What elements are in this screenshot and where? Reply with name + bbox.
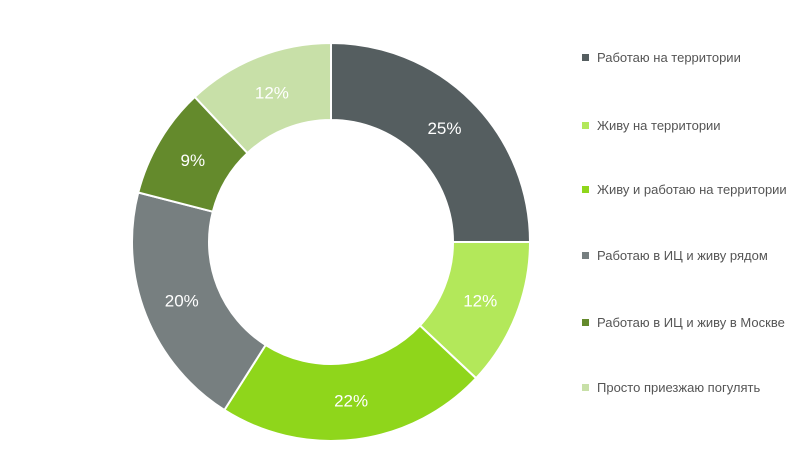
donut-slice-1 [330, 41, 532, 243]
donut-slice-3 [222, 324, 478, 442]
legend-label-6: Просто приезжаю погулять [597, 380, 761, 395]
legend: Работаю на территории Живу на территории Ж… [582, 0, 792, 466]
slice-value-label-6: 12% [255, 83, 289, 102]
slice-value-label-2: 12% [463, 292, 497, 311]
legend-item-4: Работаю в ИЦ и живу рядом [582, 246, 792, 265]
legend-label-3: Живу и работаю на территории [597, 182, 787, 197]
legend-item-2: Живу на территории [582, 116, 792, 135]
legend-swatch-4 [582, 252, 589, 259]
legend-swatch-5 [582, 319, 589, 326]
legend-label-4: Работаю в ИЦ и живу рядом [597, 248, 768, 263]
legend-swatch-2 [582, 122, 589, 129]
legend-label-2: Живу на территории [597, 118, 721, 133]
legend-swatch-3 [582, 186, 589, 193]
legend-label-1: Работаю на территории [597, 50, 741, 65]
slice-value-label-3: 22% [334, 392, 368, 411]
legend-item-6: Просто приезжаю погулять [582, 378, 792, 397]
slice-value-label-1: 25% [427, 119, 461, 138]
legend-item-1: Работаю на территории [582, 48, 792, 67]
donut-slice-4 [131, 191, 268, 412]
slice-value-label-5: 9% [181, 151, 206, 170]
donut-slice-6 [193, 41, 332, 155]
legend-item-3: Живу и работаю на территории [582, 180, 792, 199]
slice-value-label-4: 20% [165, 292, 199, 311]
legend-swatch-1 [582, 54, 589, 61]
legend-label-5: Работаю в ИЦ и живу в Москве [597, 315, 785, 330]
legend-swatch-6 [582, 384, 589, 391]
legend-item-5: Работаю в ИЦ и живу в Москве [582, 313, 792, 332]
